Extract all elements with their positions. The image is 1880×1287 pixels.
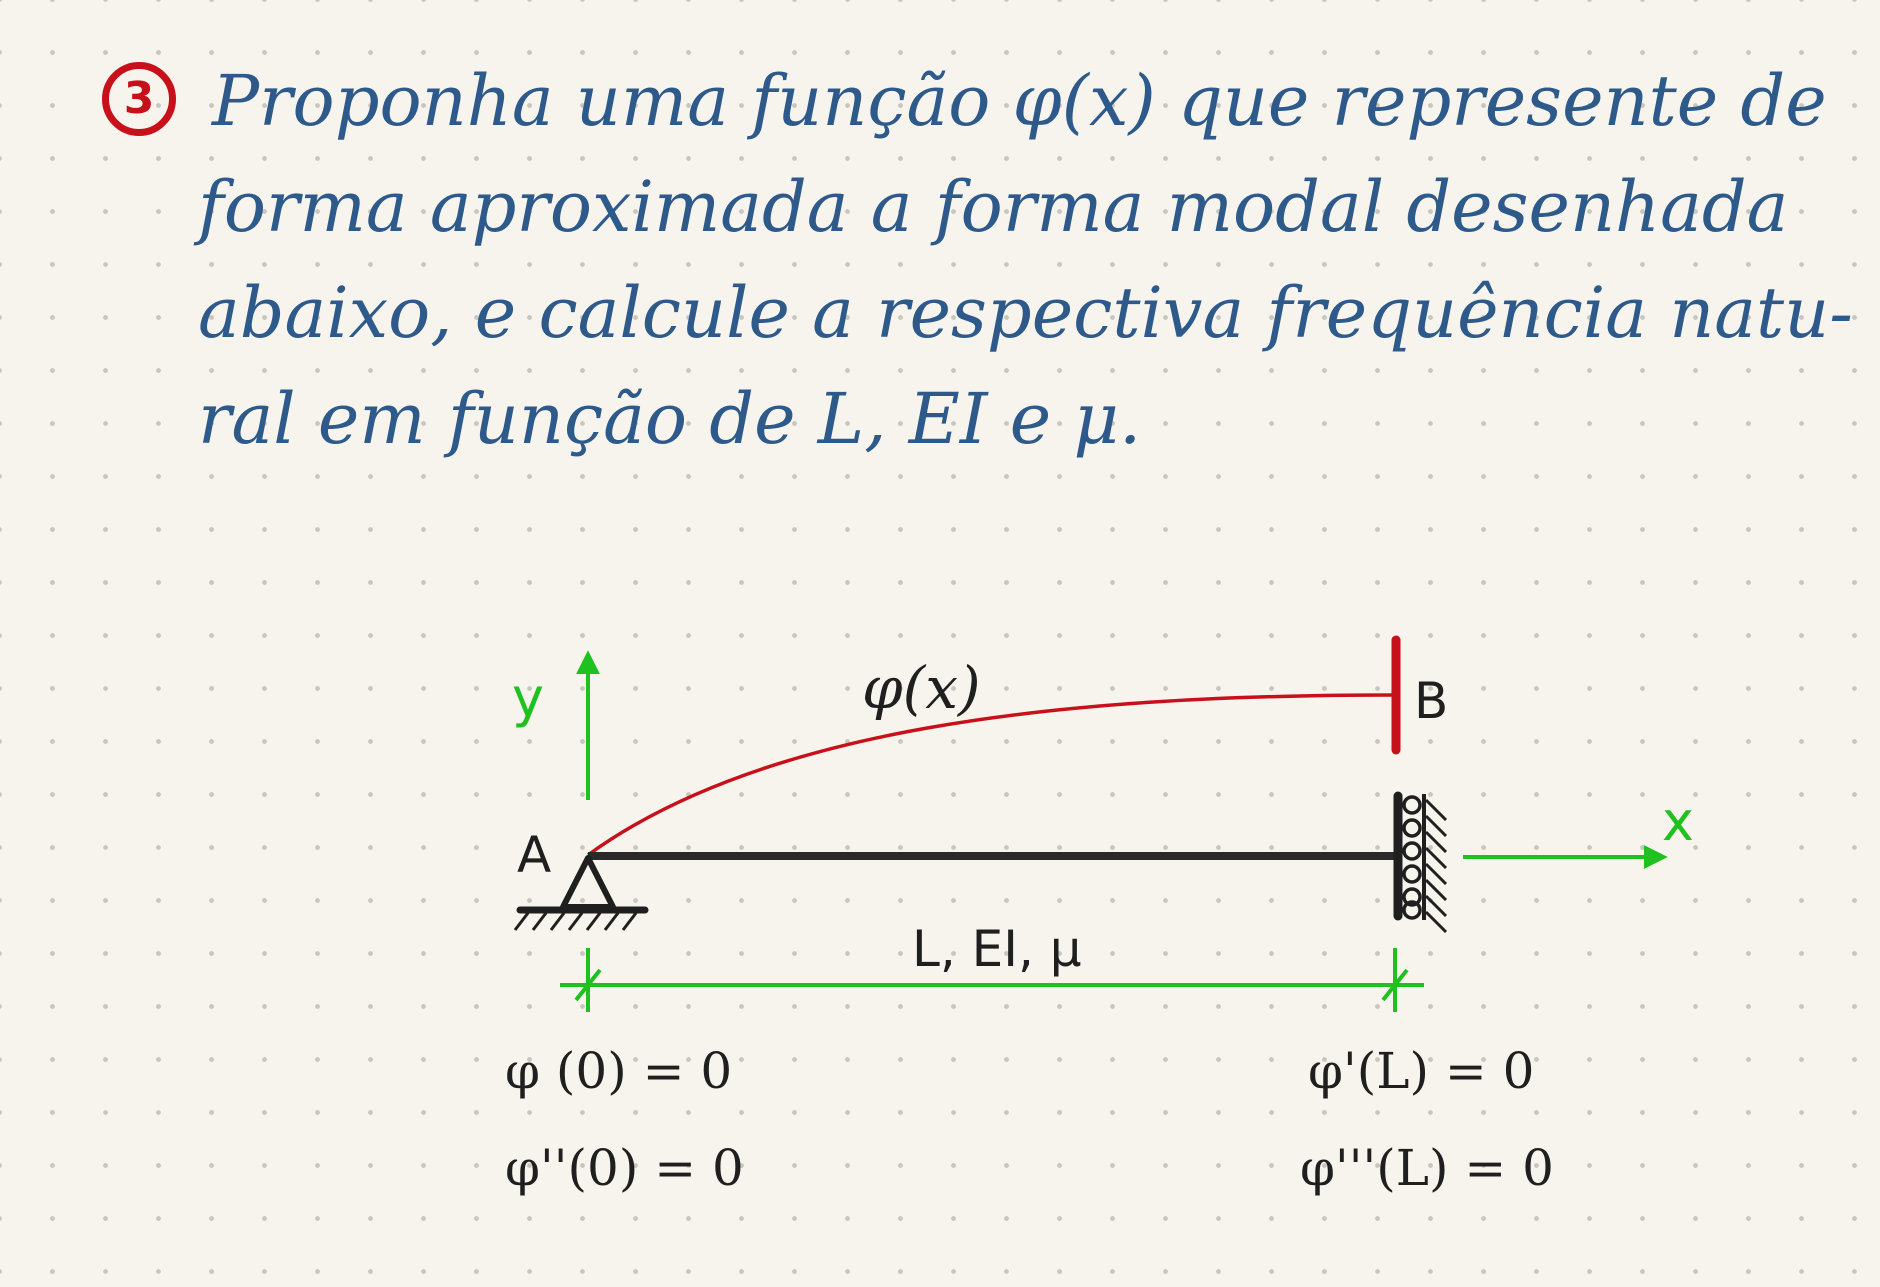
question-line: forma aproximada a forma modal desenhada (198, 166, 1789, 248)
pin-support (513, 855, 649, 931)
bc-right-1: φ'(L) = 0 (1308, 1042, 1534, 1100)
question-line: Proponha uma função φ(x) que represente … (212, 60, 1827, 142)
bc-right-2: φ'''(L) = 0 (1300, 1139, 1554, 1197)
y-axis-label: y (512, 666, 544, 729)
guided-support (1393, 791, 1448, 934)
question-number: 3 (102, 62, 176, 136)
question-line: ral em função de L, EI e μ. (198, 378, 1142, 460)
question-line: abaixo, e calcule a respectiva frequênci… (198, 272, 1853, 354)
y-axis: y (512, 650, 600, 800)
bc-left-2: φ''(0) = 0 (505, 1139, 744, 1197)
node-b-label: B (1414, 672, 1448, 730)
question-text: Proponha uma função φ(x) que represente … (198, 48, 1853, 472)
x-axis: x (1463, 790, 1694, 869)
beam-properties-label: L, EI, μ (912, 920, 1082, 978)
question-block: 3 Proponha uma função φ(x) que represent… (100, 40, 1860, 560)
node-a-label: A (517, 826, 551, 884)
curve-label: φ(x) (862, 654, 981, 722)
mode-shape-curve (586, 693, 1395, 857)
x-axis-label: x (1662, 790, 1694, 853)
length-dimension (560, 948, 1424, 1012)
bc-left-1: φ (0) = 0 (505, 1042, 732, 1100)
